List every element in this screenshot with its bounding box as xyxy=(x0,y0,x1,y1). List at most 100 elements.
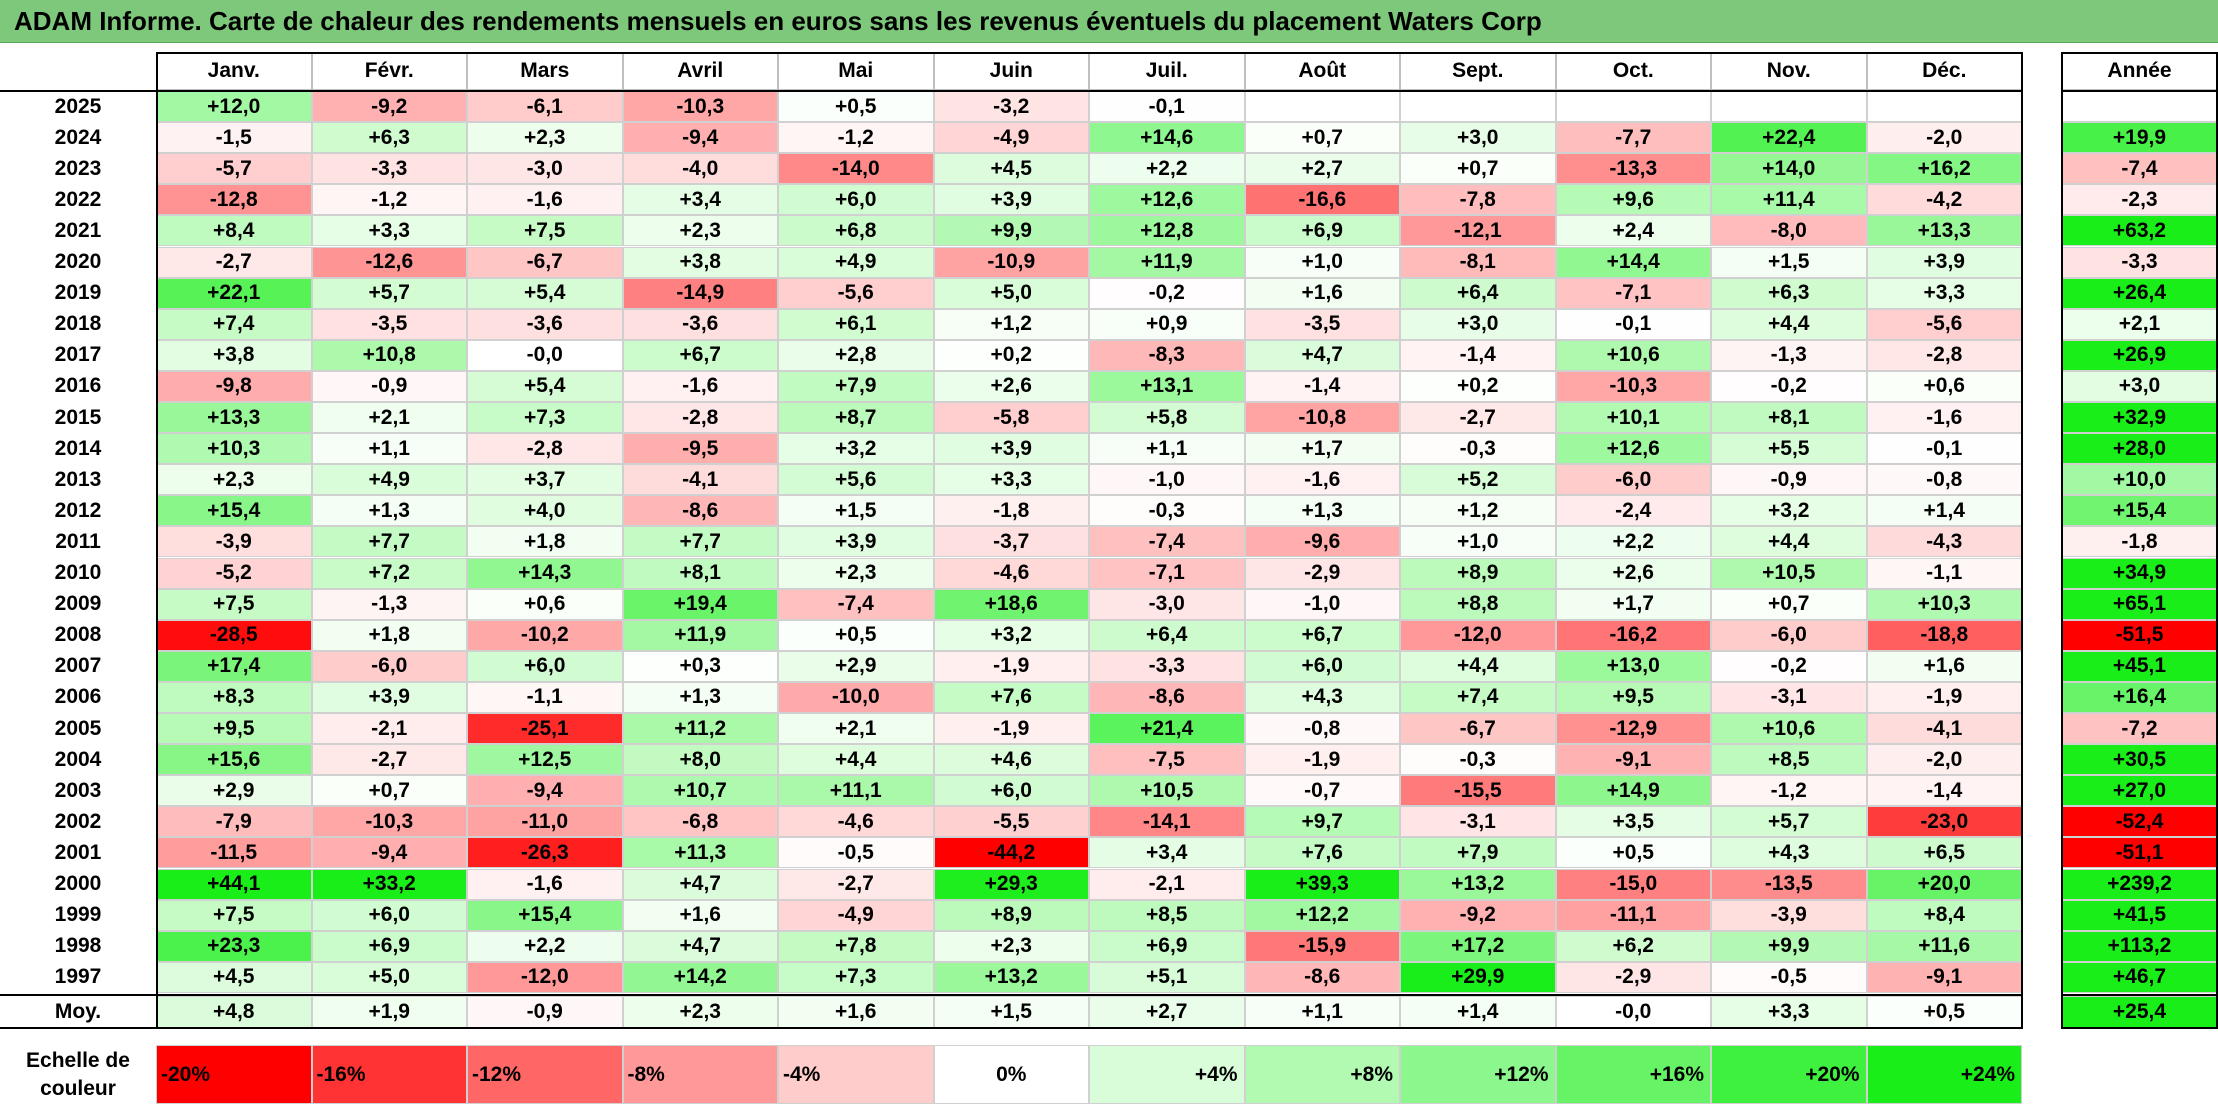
heatmap-cell: +2,9 xyxy=(156,775,312,807)
heatmap-cell: -6,8 xyxy=(622,806,778,838)
heatmap-cell: -2,1 xyxy=(311,713,467,745)
year-label: 2023 xyxy=(54,156,102,180)
heatmap-cell: -15,5 xyxy=(1400,775,1556,807)
heatmap-cell: +4,9 xyxy=(311,464,467,496)
heatmap-cell: +2,6 xyxy=(933,370,1089,402)
heatmap-cell: +17,4 xyxy=(156,650,312,682)
heatmap-cell: -1,0 xyxy=(1244,588,1400,620)
heatmap-cell: -7,7 xyxy=(1555,122,1711,154)
heatmap-cell: -9,4 xyxy=(311,837,467,869)
heatmap-cell: -14,1 xyxy=(1089,806,1245,838)
heatmap-cell: +1,5 xyxy=(1711,246,1867,278)
average-cell: +2,7 xyxy=(1089,995,1245,1028)
heatmap-cell: -0,3 xyxy=(1089,495,1245,527)
heatmap-cell: -13,3 xyxy=(1555,153,1711,185)
year-label: 2004 xyxy=(54,747,102,771)
annual-cell: +65,1 xyxy=(2061,588,2218,620)
heatmap-cell: +20,0 xyxy=(1866,868,2022,900)
heatmap-cell: -9,2 xyxy=(311,91,467,123)
heatmap-cell: +3,4 xyxy=(622,184,778,216)
heatmap-cell: +4,3 xyxy=(1244,681,1400,713)
heatmap-cell: -3,3 xyxy=(311,153,467,185)
annual-cell: -3,3 xyxy=(2061,246,2218,278)
annual-cell: -51,1 xyxy=(2061,837,2218,869)
annual-average-divider xyxy=(2061,993,2218,996)
heatmap-cell: +12,2 xyxy=(1244,899,1400,931)
annual-cell: +16,4 xyxy=(2061,681,2218,713)
heatmap-cell: -9,2 xyxy=(1400,899,1556,931)
heatmap-cell: +3,9 xyxy=(933,433,1089,465)
color-scale-swatch: -4% xyxy=(778,1045,934,1104)
annual-cell: +27,0 xyxy=(2061,775,2218,807)
heatmap-cell: -9,1 xyxy=(1866,961,2022,993)
year-label: 2014 xyxy=(54,436,102,460)
heatmap-cell: -6,0 xyxy=(311,650,467,682)
heatmap-cell: -4,3 xyxy=(1866,526,2022,558)
heatmap-cell: +29,9 xyxy=(1400,961,1556,993)
heatmap-cell: -9,4 xyxy=(622,122,778,154)
year-label: 2016 xyxy=(54,374,102,398)
average-cell: -0,0 xyxy=(1555,995,1711,1028)
heatmap-cell: -3,0 xyxy=(467,153,623,185)
year-label: 2022 xyxy=(54,187,102,211)
heatmap-cell: +8,4 xyxy=(156,215,312,247)
heatmap-cell: -9,6 xyxy=(1244,526,1400,558)
heatmap-cell: -3,5 xyxy=(311,308,467,340)
heatmap-cell: +1,1 xyxy=(311,433,467,465)
heatmap-cell: +4,5 xyxy=(156,961,312,993)
heatmap-cell: -8,0 xyxy=(1711,215,1867,247)
color-scale-swatch: -12% xyxy=(467,1045,623,1104)
heatmap-cell: -8,1 xyxy=(1400,246,1556,278)
heatmap-cell: -8,3 xyxy=(1089,339,1245,371)
year-label: 2001 xyxy=(54,840,102,864)
year-label: 2011 xyxy=(55,529,101,553)
heatmap-cell: +3,8 xyxy=(622,246,778,278)
heatmap-cell: -10,2 xyxy=(467,619,623,651)
heatmap-cell: -2,7 xyxy=(156,246,312,278)
annual-cell: +45,1 xyxy=(2061,650,2218,682)
heatmap-cell: +6,5 xyxy=(1866,837,2022,869)
heatmap-cell: -1,5 xyxy=(156,122,312,154)
annual-cell: +26,4 xyxy=(2061,277,2218,309)
year-label: 2021 xyxy=(54,218,102,242)
heatmap-cell: +3,0 xyxy=(1400,122,1556,154)
heatmap-cell xyxy=(1400,91,1556,123)
heatmap-cell: -2,7 xyxy=(311,744,467,776)
heatmap-cell: +9,9 xyxy=(1711,930,1867,962)
heatmap-cell: +7,2 xyxy=(311,557,467,589)
annual-cell xyxy=(2061,91,2218,123)
month-header: Juil. xyxy=(1089,52,1245,90)
heatmap-cell: -1,6 xyxy=(467,868,623,900)
annual-cell: +26,9 xyxy=(2061,339,2218,371)
heatmap-cell: +3,3 xyxy=(933,464,1089,496)
heatmap-cell: +1,6 xyxy=(1866,650,2022,682)
heatmap-cell: -0,5 xyxy=(1711,961,1867,993)
heatmap-cell: +6,7 xyxy=(1244,619,1400,651)
heatmap-cell: +21,4 xyxy=(1089,713,1245,745)
heatmap-cell: -0,1 xyxy=(1089,91,1245,123)
heatmap-cell: -3,6 xyxy=(622,308,778,340)
average-cell: +1,5 xyxy=(933,995,1089,1028)
annual-cell: +10,0 xyxy=(2061,464,2218,496)
heatmap-cell: -1,1 xyxy=(467,681,623,713)
heatmap-cell: +10,3 xyxy=(156,433,312,465)
heatmap-cell: +23,3 xyxy=(156,930,312,962)
heatmap-cell: -2,7 xyxy=(778,868,934,900)
month-header: Févr. xyxy=(311,52,467,90)
heatmap-cell: -1,9 xyxy=(933,650,1089,682)
average-cell: +0,5 xyxy=(1866,995,2022,1028)
heatmap-cell: +6,0 xyxy=(467,650,623,682)
heatmap-cell: +6,0 xyxy=(311,899,467,931)
color-scale-swatch: +4% xyxy=(1089,1045,1245,1104)
annual-cell: +34,9 xyxy=(2061,557,2218,589)
heatmap-cell: -10,3 xyxy=(622,91,778,123)
heatmap-cell: +4,0 xyxy=(467,495,623,527)
heatmap-cell: +6,7 xyxy=(622,339,778,371)
heatmap-cell: -9,1 xyxy=(1555,744,1711,776)
heatmap-cell: -0,2 xyxy=(1711,370,1867,402)
heatmap-cell: -2,0 xyxy=(1866,122,2022,154)
heatmap-cell: -5,8 xyxy=(933,402,1089,434)
annual-cell: -51,5 xyxy=(2061,619,2218,651)
heatmap-cell: +1,4 xyxy=(1866,495,2022,527)
heatmap-cell: -0,1 xyxy=(1866,433,2022,465)
